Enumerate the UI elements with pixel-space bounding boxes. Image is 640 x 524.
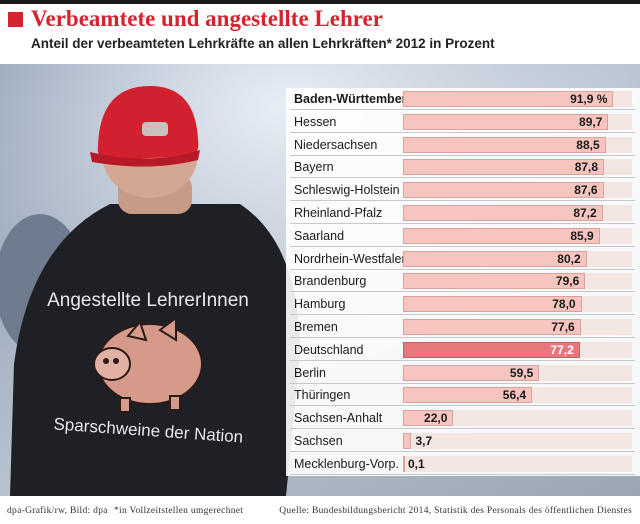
row-separator xyxy=(290,245,635,247)
category-label: Sachsen xyxy=(294,434,343,448)
bar xyxy=(403,273,586,290)
category-label: Brandenburg xyxy=(294,274,367,289)
bar xyxy=(403,205,603,221)
value-label: 77,2 xyxy=(550,342,574,357)
value-label: 87,2 xyxy=(573,206,597,220)
category-label: Rheinland-Pfalz xyxy=(294,206,383,220)
bar xyxy=(403,296,582,313)
title-marker xyxy=(8,12,23,27)
bar xyxy=(403,227,600,244)
value-label: 87,8 xyxy=(574,160,599,175)
category-label: Thüringen xyxy=(294,388,351,403)
row-separator xyxy=(290,223,635,224)
value-label: 87,6 xyxy=(574,183,598,198)
category-label: Schleswig-Holstein xyxy=(294,183,400,198)
bar-track xyxy=(403,455,632,472)
credit-line: dpa-Grafik/rw, Bild: dpa xyxy=(7,506,108,516)
row-separator xyxy=(290,109,635,110)
bar-highlight xyxy=(403,341,580,358)
row-separator xyxy=(290,200,635,202)
value-label: 85,9 xyxy=(570,228,594,243)
category-label: Bayern xyxy=(294,160,334,175)
piggy-bank-illustration xyxy=(93,316,203,413)
row-separator xyxy=(290,154,635,156)
bar xyxy=(403,364,540,381)
bar xyxy=(403,319,581,335)
category-label: Hessen xyxy=(294,114,337,129)
bar xyxy=(403,387,533,404)
row-separator xyxy=(290,314,635,316)
bar-track xyxy=(403,433,632,449)
value-label: 22,0 xyxy=(424,411,448,426)
row-separator xyxy=(290,268,635,270)
bar xyxy=(403,250,587,267)
value-label: 80,2 xyxy=(557,251,581,266)
row-separator xyxy=(290,405,635,407)
bar xyxy=(403,91,614,107)
category-label: Sachsen-Anhalt xyxy=(294,411,383,426)
bar xyxy=(403,136,606,153)
value-label: 78,0 xyxy=(552,297,576,312)
row-separator xyxy=(290,131,635,133)
category-label: Saarland xyxy=(294,228,345,243)
value-label: 59,5 xyxy=(509,365,534,380)
value-label: 89,7 xyxy=(579,114,603,129)
row-separator xyxy=(290,359,635,361)
category-label: Bremen xyxy=(294,320,338,334)
source-line: Quelle: Bundesbildungsbericht 2014, Stat… xyxy=(279,506,632,516)
row-separator xyxy=(290,428,635,430)
top-rule xyxy=(0,0,640,4)
bar xyxy=(403,159,605,176)
row-separator xyxy=(290,473,635,475)
category-label: Deutschland xyxy=(294,342,364,357)
bar-track xyxy=(403,410,632,427)
row-separator xyxy=(290,382,635,384)
value-label: 88,5 xyxy=(576,137,600,152)
row-separator xyxy=(290,337,635,338)
category-label: Hamburg xyxy=(294,297,346,312)
category-label: Nordrhein-Westfalen xyxy=(294,251,409,266)
category-label: Niedersachsen xyxy=(294,137,378,152)
category-label: Baden-Württemberg xyxy=(294,92,415,106)
value-label: 0,1 xyxy=(408,456,425,471)
value-label: 56,4 xyxy=(502,388,527,403)
value-label: 79,6 xyxy=(555,274,580,289)
chart-title: Verbeamtete und angestellte Lehrer xyxy=(31,6,383,31)
value-label: 3,7 xyxy=(415,434,433,448)
category-label: Berlin xyxy=(294,365,326,380)
bar xyxy=(403,410,454,427)
row-separator xyxy=(290,177,635,179)
category-label: Mecklenburg-Vorp. xyxy=(294,456,399,471)
bar xyxy=(403,433,412,449)
bar xyxy=(403,455,405,472)
value-label: 91,9 % xyxy=(570,92,608,106)
row-separator xyxy=(290,451,635,452)
value-label: 77,6 xyxy=(551,320,575,334)
bar xyxy=(403,113,609,130)
bar xyxy=(403,182,604,199)
shirt-text-top: Angestellte LehrerInnen xyxy=(47,290,249,311)
chart-subtitle: Anteil der verbeamteten Lehrkräfte an al… xyxy=(31,36,495,51)
footnote: *in Vollzeitstellen umgerechnet xyxy=(114,506,244,516)
row-separator xyxy=(290,291,635,293)
